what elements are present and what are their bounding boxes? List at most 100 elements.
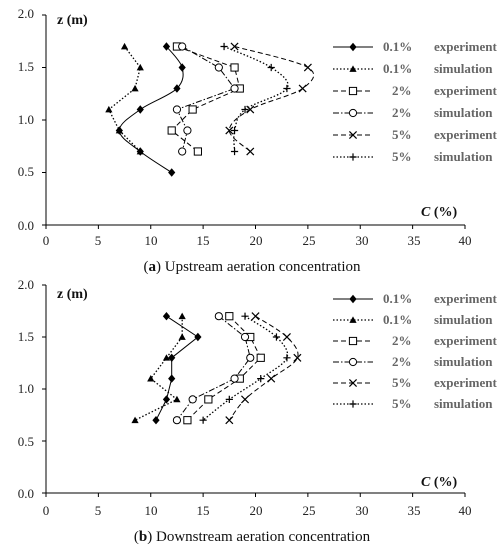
panel-a-series-2 (105, 42, 144, 155)
panel-a-x-axis-var: C (421, 205, 431, 220)
panel-b-x-tick-4: 20 (250, 503, 263, 518)
panel-a-series-3-point (188, 105, 197, 114)
panel-b-legend-entry-5: 5% experiment (333, 375, 497, 390)
panel-b-legend-entry-3: 2% experiment (333, 333, 497, 348)
panel-b-series-2-point (173, 395, 181, 403)
panel-a-x-tick-5: 25 (303, 233, 316, 248)
panel-a-series-1-point (136, 105, 144, 114)
panel-b-series-1-point (152, 416, 160, 425)
panel-a-y-tick-4: 2.0 (18, 6, 34, 21)
panel-a-legend-marker-5 (348, 130, 358, 140)
panel-b-x-tick-6: 30 (356, 503, 369, 518)
panel-a-series-2-point (136, 147, 144, 155)
panel-a-x-tick-3: 15 (197, 233, 210, 248)
panel-b-series-4 (172, 312, 255, 425)
panel-a-x-ticks: 0 5 10 15 20 25 30 35 40 (43, 233, 472, 248)
panel-a-legend-label-6: simulation (434, 149, 493, 164)
panel-a-series-5-point (230, 42, 239, 51)
panel-a-series-1-point (162, 42, 171, 51)
panel-b-series-4-point (172, 416, 182, 425)
panel-b-series-5-point (225, 416, 234, 425)
panel-b-legend-marker-6 (349, 400, 357, 408)
panel-a-series-5-point (246, 147, 255, 156)
panel-b-series-6-point (283, 354, 291, 362)
panel-a-legend-swatch-6 (333, 153, 373, 161)
panel-a-series-6 (220, 42, 291, 156)
panel-b-legend-name-3: 2% (392, 333, 412, 348)
panel-b-legend-name-1: 0.1% (383, 291, 412, 306)
panel-a-series-6-point (267, 63, 275, 72)
panel-a-series-line-5 (228, 46, 315, 152)
panel-a-plot-area (42, 14, 466, 229)
panel-a-x-axis-unit: (%) (430, 205, 457, 220)
panel-b-x-tick-5: 25 (303, 503, 316, 518)
panel-a-series-4-point (178, 147, 187, 156)
panel-a-y-axis-label: z (m) (57, 13, 88, 28)
panel-a-legend-swatch-1 (333, 42, 373, 52)
panel-b-series-6 (199, 312, 291, 424)
panel-a-legend-entry-2: 0.1% simulation (333, 61, 493, 76)
panel-a-x-tick-4: 20 (250, 233, 263, 248)
panel-b-legend-label-6: simulation (434, 396, 493, 411)
panel-a-series-6-point (241, 105, 249, 114)
panel-a-series-4-point (183, 126, 192, 135)
panel-b-x-axis-unit: (%) (430, 475, 457, 490)
panel-b-legend-name-4: 2% (392, 354, 412, 369)
panel-a-legend-swatch-3 (333, 86, 373, 96)
panel-b-series-4-point (230, 374, 239, 383)
panel-b-series-4-point (188, 395, 197, 404)
panel-b-series-1-point (194, 332, 202, 342)
panel-b-legend-swatch-1 (333, 294, 373, 304)
panel-a-legend-name-1: 0.1% (383, 39, 412, 54)
panel-b-y-tick-3: 1.5 (18, 329, 34, 344)
panel-a-legend-swatch-2 (333, 65, 373, 72)
panel-b-y-axis-label: z (m) (57, 287, 88, 302)
panel-b-legend-label-4: simulation (434, 354, 493, 369)
panel-b-series-5-point (241, 395, 250, 404)
panel-a-series-4-point (172, 105, 182, 114)
panel-b-series-3 (183, 312, 265, 425)
panel-b-series-3-point (256, 353, 265, 362)
panel-b-series-1-point (162, 312, 171, 321)
panel-a-series-6-point (230, 126, 239, 135)
panel-b-legend-name-5: 5% (392, 375, 412, 390)
panel-b-legend-marker-5 (348, 378, 358, 388)
panel-b-series-5-point (282, 332, 291, 342)
panel-a-legend-marker-2 (349, 65, 357, 72)
panel-b-series-4-point (214, 312, 223, 321)
panel-a-series-2-point (115, 126, 123, 134)
panel-b-series-5-point (251, 312, 260, 321)
panel-b-series-6-point (199, 416, 207, 424)
panel-a-series-5-point (298, 84, 307, 93)
panel-a-legend-marker-4 (348, 108, 358, 118)
panel-a-y-ticks: 0.0 0.5 1.0 1.5 2.0 (18, 6, 34, 233)
panel-a-legend-label-5: experiment (434, 127, 497, 142)
panel-b-legend-name-2: 0.1% (383, 312, 412, 327)
panel-a-series-1-point (168, 168, 176, 177)
panel-b-caption-letter: b (139, 529, 147, 545)
panel-a-legend-marker-1 (349, 42, 357, 52)
panel-b-series-6-point (241, 312, 249, 320)
panel-b-series-5-point (293, 353, 302, 362)
panel-a-legend-label-1: experiment (434, 39, 497, 54)
panel-a-series-4-point (214, 63, 223, 72)
panel-b-y-ticks: 0.0 0.5 1.0 1.5 2.0 (18, 277, 34, 501)
panel-a-x-axis-label: C (%) (421, 205, 458, 220)
panel-b-series-3-point (183, 416, 192, 425)
panel-a-legend-entry-5: 5% experiment (333, 127, 497, 142)
panel-a-series-line-3 (170, 46, 241, 152)
panel-a-x-tick-8: 40 (459, 233, 472, 248)
panel-b-series-5-point (267, 374, 276, 383)
panel-b-x-axis-var: C (421, 475, 431, 490)
panel-b-legend-label-3: experiment (434, 333, 497, 348)
panel-a-legend-name-5: 5% (392, 127, 412, 142)
panel-a-legend-entry-6: 5% simulation (333, 149, 493, 164)
panel-b-series-line-1 (155, 315, 199, 421)
panel-b-series-line-6 (202, 315, 289, 421)
panel-a-series-6-point (220, 42, 228, 51)
panel-a-legend-name-2: 0.1% (383, 61, 412, 76)
panel-a-series-5-point (303, 63, 312, 72)
panel-a-series-2-point (120, 42, 129, 50)
panel-b-legend-entry-2: 0.1% simulation (333, 312, 493, 327)
panel-b-series-line-4 (176, 315, 251, 421)
